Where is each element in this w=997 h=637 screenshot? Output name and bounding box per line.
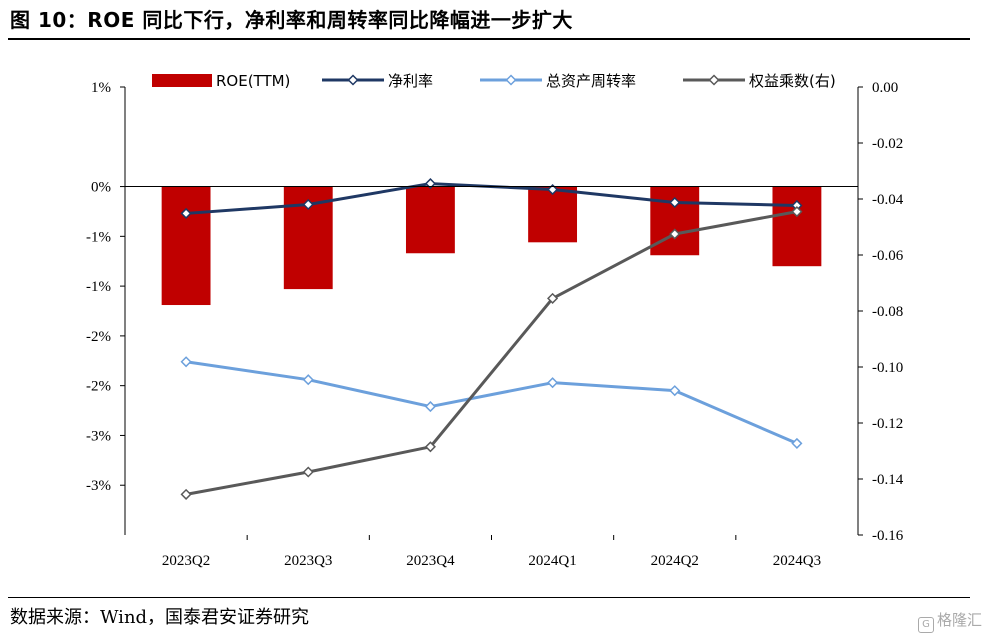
roe-bar [405, 186, 455, 254]
series-line-权益乘数(右) [185, 210, 798, 496]
legend-swatch-bar [152, 74, 212, 87]
watermark-logo-icon: G [918, 617, 934, 633]
legend-marker [708, 74, 720, 86]
left-tick-label: -2% [86, 329, 111, 345]
x-tick-label: 2024Q2 [651, 553, 699, 569]
legend-marker [347, 74, 359, 86]
x-tick-label: 2023Q3 [284, 553, 332, 569]
x-tick-label: 2024Q3 [773, 553, 821, 569]
series-point [669, 385, 681, 397]
series-point [791, 206, 803, 218]
legend: ROE(TTM) 净利率 总资产周转率 权益乘数(右) [152, 72, 836, 90]
legend-label: 总资产周转率 [546, 72, 636, 90]
right-tick-label: -0.12 [872, 416, 903, 432]
series-point [424, 178, 436, 190]
series-point [424, 441, 436, 453]
source-note: 数据来源：Wind，国泰君安证券研究 [10, 607, 310, 628]
right-axis-ticks: 0.00 -0.02 -0.04 -0.06 -0.08 -0.10 -0.12 -0.14 -… [858, 80, 904, 544]
source-divider [8, 597, 970, 598]
series-point [669, 228, 681, 240]
title-divider [8, 38, 970, 40]
series-point [302, 374, 314, 386]
left-tick-label: 1% [91, 80, 111, 96]
legend-marker [505, 74, 517, 86]
watermark-text: 格隆汇 [937, 611, 983, 629]
series-point [302, 198, 314, 211]
right-tick-label: -0.06 [872, 248, 904, 264]
series-lines [180, 178, 803, 500]
left-axis-ticks: 1% 0% -1% -1% -2% -2% -3% -3% [86, 80, 125, 494]
legend-label: ROE(TTM) [216, 72, 290, 90]
roe-bar [650, 186, 700, 256]
right-tick-label: -0.08 [872, 304, 903, 320]
x-axis-labels: 2023Q2 2023Q3 2023Q4 2024Q1 2024Q2 2024Q3 [162, 535, 821, 569]
x-tick-label: 2023Q2 [162, 553, 210, 569]
series-point [547, 377, 559, 389]
roe-bar [772, 186, 822, 267]
left-tick-label: -3% [86, 478, 111, 494]
right-tick-label: -0.16 [872, 528, 904, 544]
right-tick-label: -0.10 [872, 360, 903, 376]
left-tick-label: 0% [91, 180, 111, 196]
series-line-净利率 [185, 182, 797, 215]
left-tick-label: -1% [86, 279, 111, 295]
series-point [180, 207, 192, 219]
series-point [180, 488, 192, 500]
axes [124, 87, 859, 535]
chart: 1% 0% -1% -1% -2% -2% -3% -3% 0.00 -0.02 -0.04 -0.… [86, 72, 904, 569]
right-tick-label: -0.14 [872, 472, 904, 488]
series-point [547, 292, 559, 304]
roe-bar [161, 186, 211, 306]
series-point [424, 401, 436, 413]
figure-title: 图 10：ROE 同比下行，净利率和周转率同比降幅进一步扩大 [10, 8, 573, 32]
legend-label: 权益乘数(右) [749, 72, 836, 90]
roe-bar [528, 186, 578, 243]
series-point [791, 437, 803, 449]
series-point [547, 183, 559, 196]
series-point [669, 196, 681, 209]
right-tick-label: 0.00 [872, 80, 898, 96]
left-tick-label: -1% [86, 229, 111, 245]
x-tick-label: 2024Q1 [528, 553, 576, 569]
series-line-总资产周转率 [185, 360, 798, 445]
left-tick-label: -2% [86, 379, 111, 395]
x-tick-label: 2023Q4 [406, 553, 455, 569]
watermark: G 格隆汇 [918, 609, 982, 633]
series-point [302, 466, 314, 478]
right-tick-label: -0.02 [872, 136, 903, 152]
legend-label: 净利率 [388, 72, 433, 90]
series-point [180, 356, 192, 368]
left-tick-label: -3% [86, 428, 111, 444]
right-tick-label: -0.04 [872, 192, 904, 208]
